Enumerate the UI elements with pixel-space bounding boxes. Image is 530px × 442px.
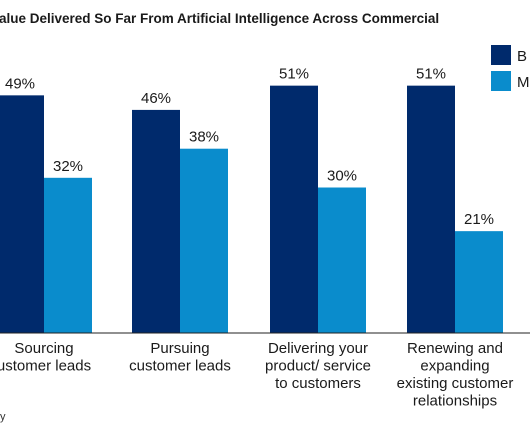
bar-1-1 <box>0 95 44 333</box>
bar-labels-group: 49% 32% 46% 38% 51% 30% 51% 21% <box>5 66 494 228</box>
category-label-3: Delivering your product/ service to custom… <box>265 340 371 392</box>
category-labels-group: Sourcing ustomer leads Pursuing customer le… <box>0 340 513 410</box>
legend-swatch-2 <box>491 71 511 91</box>
legend-swatch-1 <box>491 45 511 65</box>
source-note: y <box>0 411 6 423</box>
bar-2-2 <box>180 148 228 333</box>
category-label-4: Renewing and expanding existing customer re… <box>397 340 514 410</box>
data-label-2-3: 30% <box>327 168 357 185</box>
data-label-1-2: 46% <box>141 90 171 107</box>
data-label-2-4: 21% <box>464 211 494 228</box>
bar-1-4 <box>407 85 455 334</box>
data-label-2-1: 32% <box>53 158 83 175</box>
data-label-1-1: 49% <box>5 75 35 92</box>
chart-title: alue Delivered So Far From Artificial In… <box>0 11 439 26</box>
bar-1-2 <box>132 109 180 334</box>
data-label-2-2: 38% <box>189 129 219 146</box>
bar-2-4 <box>455 231 503 333</box>
bars-group <box>0 85 503 334</box>
data-label-1-4: 51% <box>416 66 446 83</box>
legend-label-2: M <box>517 74 530 91</box>
bar-1-3 <box>270 85 318 334</box>
category-label-1: Sourcing ustomer leads <box>0 340 91 375</box>
bar-2-3 <box>318 187 366 333</box>
bar-2-1 <box>44 177 92 333</box>
data-label-1-3: 51% <box>279 66 309 83</box>
legend-label-1: B <box>517 48 527 65</box>
legend: BM <box>491 45 530 91</box>
category-label-2: Pursuing customer leads <box>129 340 231 375</box>
